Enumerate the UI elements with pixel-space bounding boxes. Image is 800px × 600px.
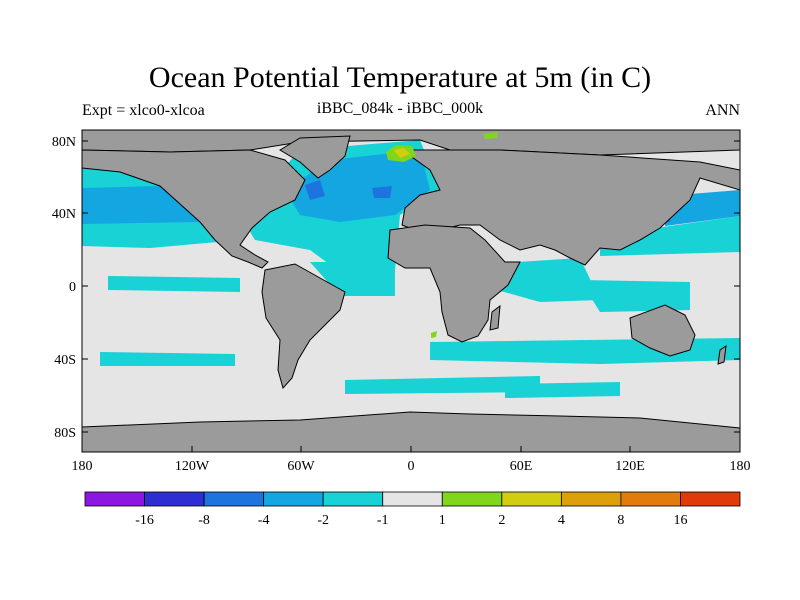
- lon-label-180w: 180: [72, 459, 93, 474]
- lat-label-equator: 0: [69, 280, 76, 295]
- colorbar-swatch: [382, 491, 443, 507]
- lon-label-120w: 120W: [175, 459, 210, 474]
- case-difference-label: iBBC_084k - iBBC_000k: [316, 100, 484, 117]
- colorbar-swatch: [203, 491, 265, 507]
- colorbar-swatch: [144, 491, 205, 507]
- season-label: ANN: [705, 102, 740, 119]
- colorbar-label: 4: [558, 513, 565, 528]
- colorbar-swatch: [263, 491, 324, 507]
- south-atlantic-cooling-band: [345, 376, 540, 394]
- maritime-continent-cooling-band: [580, 280, 690, 312]
- greenland-landmass: [279, 135, 351, 179]
- colorbar-swatch: [441, 491, 503, 507]
- australia-landmass: [629, 304, 696, 357]
- colorbar-swatch: [322, 491, 384, 507]
- labrador-sea-strong-cooling: [305, 180, 325, 200]
- lon-label-0: 0: [408, 459, 415, 474]
- colorbar-label: 16: [673, 513, 687, 528]
- lon-label-120e: 120E: [615, 459, 645, 474]
- colorbar-swatch: [501, 491, 562, 507]
- south-america-landmass: [261, 263, 346, 390]
- colorbar-label: -1: [377, 513, 389, 528]
- south-africa-warming-patch: [431, 331, 437, 338]
- new-zealand-landmass: [717, 344, 727, 365]
- colorbar-swatch: [680, 491, 741, 507]
- colorbar-label: -16: [135, 513, 154, 528]
- tropical-pacific-cooling-band: [108, 276, 240, 292]
- africa-landmass: [387, 224, 521, 343]
- tropical-atlantic-cooling-band: [310, 262, 395, 296]
- colorbar-label: -8: [198, 513, 210, 528]
- colorbar-swatch: [560, 491, 622, 507]
- experiment-label: Expt = xlco0-xlcoa: [82, 102, 205, 119]
- lat-label-80s: 80S: [54, 426, 76, 441]
- south-pacific-cooling-band: [100, 352, 235, 366]
- north-west-pacific-cooling-band: [600, 216, 740, 256]
- southern-ocean-cooling-band: [430, 338, 740, 364]
- kara-sea-warming-patch: [483, 132, 498, 139]
- colorbar-label: 8: [617, 513, 624, 528]
- lat-label-40n: 40N: [52, 207, 76, 222]
- north-america-landmass: [82, 149, 306, 269]
- lon-label-180e: 180: [730, 459, 751, 474]
- colorbar-label: -4: [258, 513, 270, 528]
- norwegian-sea-strong-cooling: [372, 186, 392, 198]
- lon-label-60e: 60E: [510, 459, 533, 474]
- barents-sea-strong-warming: [394, 148, 410, 158]
- lon-label-60w: 60W: [287, 459, 315, 474]
- colorbar-label: 2: [498, 513, 505, 528]
- colorbar-swatch: [84, 491, 145, 507]
- antarctica-landmass: [82, 411, 740, 452]
- eurasia-landmass: [400, 149, 740, 266]
- north-pacific-mid-cooling: [82, 186, 215, 224]
- lat-label-40s: 40S: [54, 353, 76, 368]
- south-indian-cooling-band: [505, 382, 620, 398]
- colorbar-swatch: [620, 491, 681, 507]
- map-title: Ocean Potential Temperature at 5m (in C): [148, 61, 652, 94]
- colorbar-label: -2: [317, 513, 329, 528]
- madagascar-landmass: [489, 304, 501, 331]
- lat-label-80n: 80N: [52, 135, 76, 150]
- colorbar-label: 1: [439, 513, 446, 528]
- colorbar: -16 -8 -4 -2 -1 1 2 4 8 16: [84, 491, 741, 528]
